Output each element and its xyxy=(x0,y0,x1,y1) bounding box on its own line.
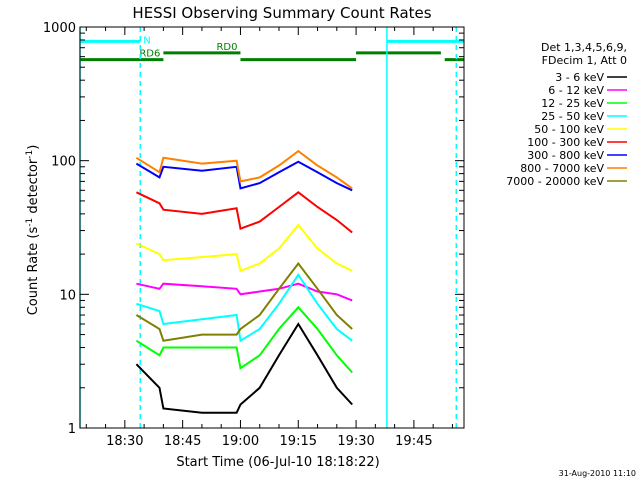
series-line-2 xyxy=(135,305,353,374)
y-axis-label: Count Rate (s-1 detector-1) xyxy=(25,145,41,316)
y-tick-label-3: 1000 xyxy=(43,21,76,36)
legend-label-1: 6 - 12 keV xyxy=(548,84,604,97)
legend-header-0: Det 1,3,4,5,6,9, xyxy=(541,41,627,54)
series-line-6 xyxy=(135,160,353,192)
legend-label-4: 50 - 100 keV xyxy=(534,123,604,136)
flag-bar-label-0: N xyxy=(143,35,150,46)
x-tick-label-1: 18:45 xyxy=(164,434,201,449)
series-lines xyxy=(135,149,353,414)
legend-label-0: 3 - 6 keV xyxy=(555,71,604,84)
x-tick-label-3: 19:15 xyxy=(280,434,317,449)
legend-header-1: FDecim 1, Att 0 xyxy=(542,54,627,67)
series-line-8 xyxy=(135,261,353,342)
flag-bar-label-1: RD0 xyxy=(216,42,237,53)
series-line-5 xyxy=(135,191,353,234)
flag-vlines xyxy=(79,27,458,428)
y-axis: 1 10 100 1000 xyxy=(43,21,464,437)
legend-label-5: 100 - 300 keV xyxy=(527,136,604,149)
series-line-3 xyxy=(136,272,353,343)
x-tick-label-5: 19:45 xyxy=(395,434,432,449)
y-tick-label-2: 100 xyxy=(51,155,76,170)
x-tick-label-2: 19:00 xyxy=(222,434,259,449)
plot-frame xyxy=(79,26,465,429)
legend-label-7: 800 - 7000 keV xyxy=(520,162,604,175)
chart-title: HESSI Observing Summary Count Rates xyxy=(132,4,431,22)
x-tick-label-0: 18:30 xyxy=(106,434,143,449)
flag-bars: N RD0 RD6 xyxy=(80,35,464,62)
legend-label-3: 25 - 50 keV xyxy=(541,110,604,123)
legend-label-2: 12 - 25 keV xyxy=(541,97,604,110)
series-line-4 xyxy=(135,223,353,273)
flag-bar-label-2: RD6 xyxy=(139,49,160,60)
series-line-7 xyxy=(135,149,353,190)
x-axis-label: Start Time (06-Jul-10 18:18:22) xyxy=(176,455,379,470)
legend-label-8: 7000 - 20000 keV xyxy=(506,175,604,188)
x-tick-label-4: 19:30 xyxy=(337,434,374,449)
x-axis: 18:30 18:45 19:00 19:15 19:30 19:45 xyxy=(85,27,453,449)
y-tick-label-0: 1 xyxy=(68,422,76,437)
footer-date: 31-Aug-2010 11:10 xyxy=(559,469,636,478)
series-line-0 xyxy=(135,322,353,414)
y-tick-label-1: 10 xyxy=(59,288,76,303)
legend: Det 1,3,4,5,6,9,FDecim 1, Att 0 3 - 6 keV… xyxy=(506,41,627,188)
legend-label-6: 300 - 800 keV xyxy=(527,149,604,162)
